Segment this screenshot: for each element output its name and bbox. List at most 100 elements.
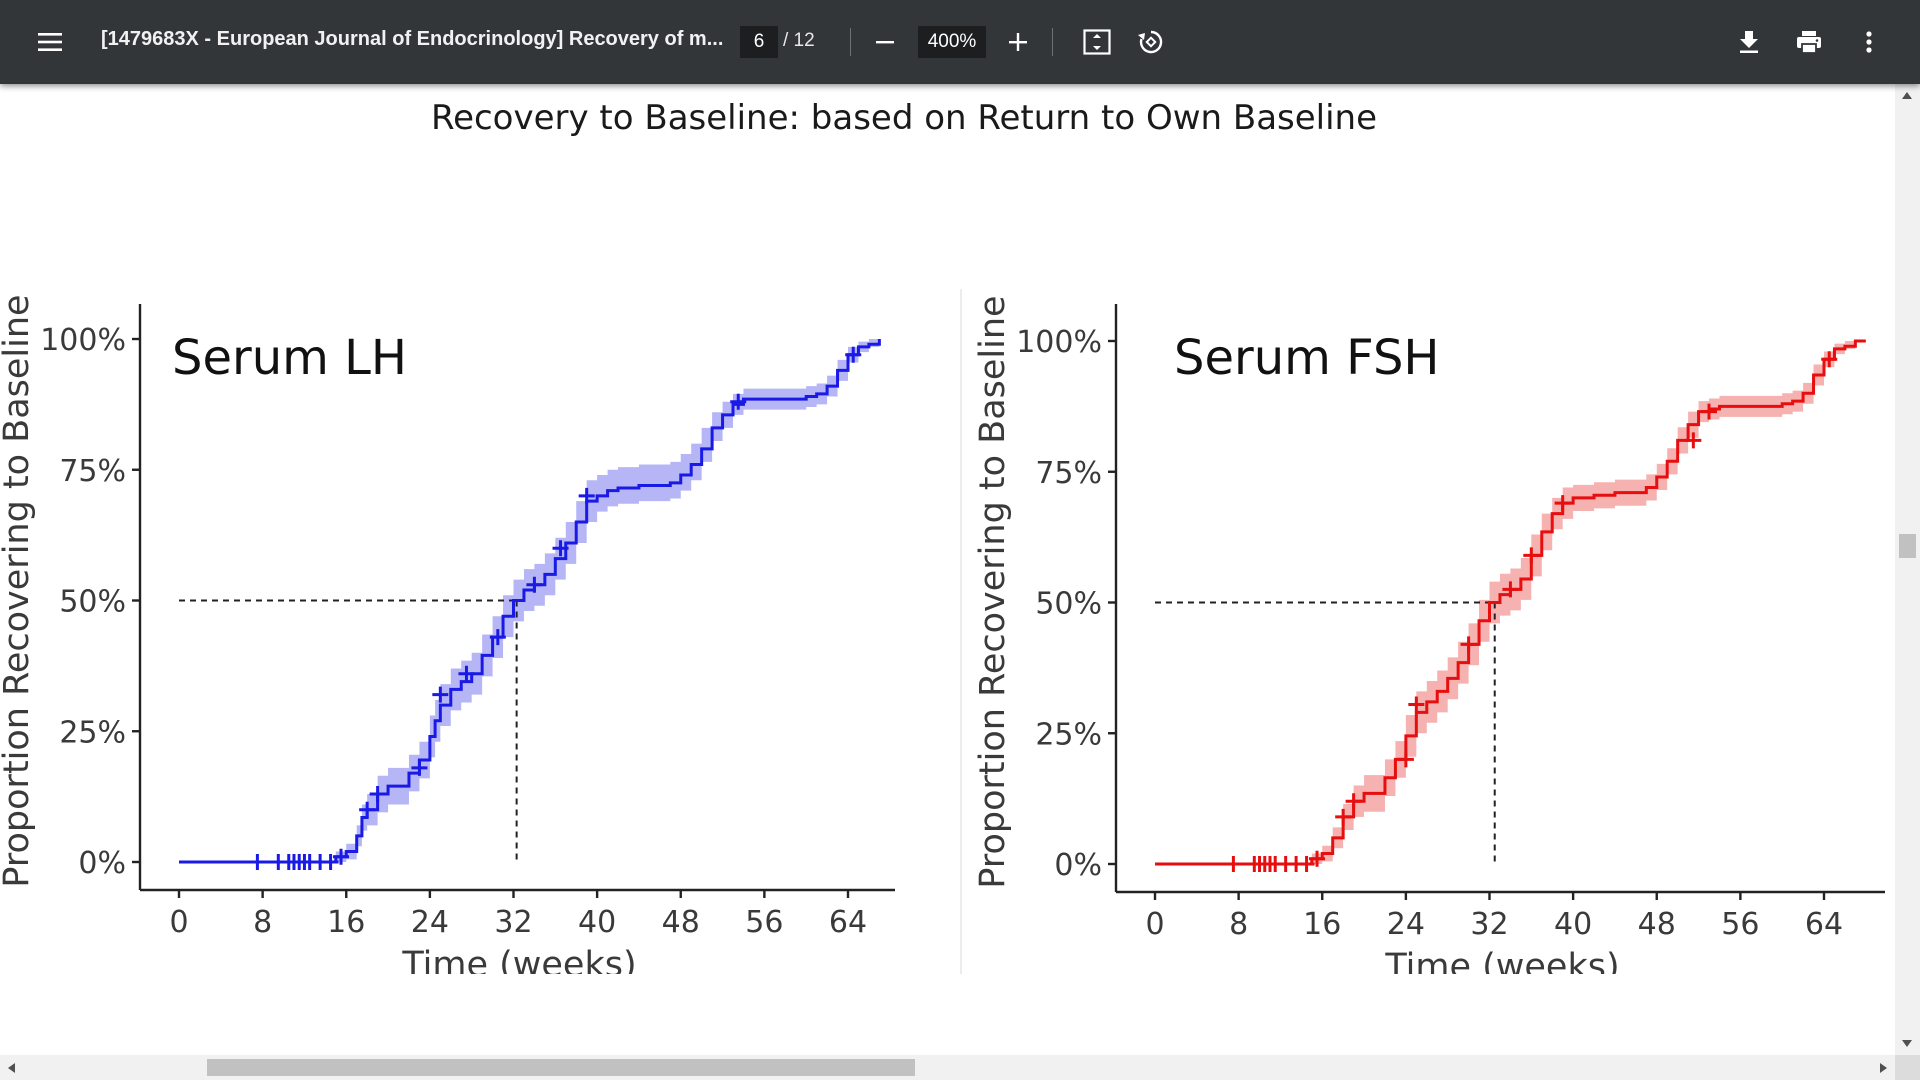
x-tick-label: 16 <box>327 905 365 940</box>
panel-title: Serum LH <box>172 330 407 386</box>
x-tick-label: 0 <box>169 905 188 940</box>
x-axis-label: Time (weeks) <box>401 945 636 974</box>
censor-mark <box>1309 850 1326 867</box>
hamburger-menu-icon[interactable] <box>30 22 70 62</box>
censor-mark <box>578 487 595 504</box>
page-number-input[interactable]: 6 <box>740 26 778 58</box>
y-tick-label: 0% <box>78 846 126 881</box>
censor-mark <box>333 848 350 865</box>
x-tick-label: 64 <box>829 905 867 940</box>
confidence-band <box>179 339 880 862</box>
recovery-curve <box>179 339 881 864</box>
recovery-curve <box>1155 339 1866 866</box>
y-tick-label: 100% <box>40 323 126 358</box>
x-tick-label: 40 <box>578 905 616 940</box>
x-tick-label: 48 <box>1638 907 1676 942</box>
censor-mark <box>369 786 386 803</box>
y-axis-label: Proportion Recovering to Baseline <box>973 295 1013 888</box>
y-tick-label: 0% <box>1054 848 1102 883</box>
printer-icon <box>1797 31 1821 54</box>
censor-mark <box>1502 581 1519 598</box>
download-button[interactable] <box>1729 22 1769 62</box>
fit-to-page-button[interactable] <box>1077 22 1117 62</box>
x-tick-label: 56 <box>745 905 783 940</box>
scroll-down-arrow-icon[interactable] <box>1902 1040 1912 1047</box>
x-tick-label: 0 <box>1145 907 1164 942</box>
zoom-in-button[interactable] <box>998 22 1038 62</box>
chart-panel: 0% 25% 50% 75% 100% 0 8 16 24 32 40 48 56 64 Time (wee… <box>973 295 1885 974</box>
censor-mark <box>1460 636 1477 653</box>
censor-mark <box>1345 793 1362 810</box>
x-tick-label: 56 <box>1721 907 1759 942</box>
censor-mark <box>526 576 543 593</box>
more-options-button[interactable] <box>1849 22 1889 62</box>
censor-mark <box>249 854 266 870</box>
page-total: / 12 <box>783 30 815 51</box>
rotate-counterclockwise-icon <box>1138 30 1163 54</box>
censor-mark <box>359 801 376 818</box>
minus-icon <box>876 41 894 44</box>
x-tick-label: 32 <box>494 905 532 940</box>
y-tick-label: 25% <box>1035 717 1102 752</box>
censor-mark <box>1225 856 1242 872</box>
toolbar-divider <box>1052 28 1053 56</box>
censor-mark <box>1685 432 1702 449</box>
censor-mark <box>411 759 428 776</box>
zoom-level-input[interactable]: 400% <box>918 26 986 58</box>
y-axis-label: Proportion Recovering to Baseline <box>0 294 37 887</box>
fit-to-page-icon <box>1083 29 1111 55</box>
x-tick-label: 8 <box>253 905 272 940</box>
censor-mark <box>458 665 475 682</box>
rotate-button[interactable] <box>1131 22 1171 62</box>
x-tick-label: 40 <box>1554 907 1592 942</box>
vertical-scrollbar[interactable] <box>1895 84 1920 1055</box>
panel-title: Serum FSH <box>1174 330 1440 386</box>
x-axis-label: Time (weeks) <box>1384 947 1619 974</box>
confidence-band <box>1155 341 1866 864</box>
censor-mark <box>1523 547 1540 564</box>
censor-mark <box>322 854 339 870</box>
censor-mark <box>489 629 506 646</box>
x-tick-label: 24 <box>1387 907 1425 942</box>
y-tick-label: 100% <box>1016 325 1102 360</box>
x-tick-label: 64 <box>1805 907 1843 942</box>
censor-mark <box>1701 403 1718 420</box>
survival-curves-figure: 0% 25% 50% 75% 100% 0 8 16 24 32 40 48 56 64 Time (wee… <box>0 289 1885 974</box>
zoom-out-button[interactable] <box>865 22 905 62</box>
censor-mark <box>1408 696 1425 713</box>
scroll-left-arrow-icon[interactable] <box>8 1063 15 1073</box>
more-vertical-icon <box>1866 31 1872 53</box>
y-tick-label: 50% <box>1035 587 1102 622</box>
x-tick-label: 8 <box>1229 907 1248 942</box>
y-tick-label: 25% <box>59 715 126 750</box>
censor-mark <box>1554 495 1571 512</box>
censor-mark <box>1821 351 1838 368</box>
pdf-toolbar: [1479683X - European Journal of Endocrin… <box>0 0 1920 84</box>
download-icon <box>1740 31 1758 53</box>
censor-mark <box>1397 751 1414 768</box>
document-title: [1479683X - European Journal of Endocrin… <box>101 28 724 50</box>
pdf-page-viewport: Recovery to Baseline: based on Return to… <box>0 84 1895 1055</box>
censor-mark <box>1335 808 1352 825</box>
x-tick-label: 32 <box>1470 907 1508 942</box>
scroll-up-arrow-icon[interactable] <box>1902 92 1912 99</box>
horizontal-scrollbar[interactable] <box>0 1055 1895 1080</box>
scrollbar-corner <box>1895 1055 1920 1080</box>
y-tick-label: 50% <box>59 585 126 620</box>
x-tick-label: 16 <box>1303 907 1341 942</box>
horizontal-scroll-thumb[interactable] <box>207 1059 915 1076</box>
censor-mark <box>730 393 747 410</box>
censor-mark <box>432 686 449 703</box>
toolbar-divider <box>850 28 851 56</box>
censor-mark <box>1298 856 1315 872</box>
scroll-right-arrow-icon[interactable] <box>1880 1063 1887 1073</box>
y-tick-label: 75% <box>59 454 126 489</box>
figure-heading: Recovery to Baseline: based on Return to… <box>430 98 1378 138</box>
chart-panel: 0% 25% 50% 75% 100% 0 8 16 24 32 40 48 56 64 Time (wee… <box>0 294 895 974</box>
vertical-scroll-thumb[interactable] <box>1899 534 1916 558</box>
x-tick-label: 24 <box>411 905 449 940</box>
y-tick-label: 75% <box>1035 456 1102 491</box>
plus-icon <box>1009 33 1027 51</box>
print-button[interactable] <box>1789 22 1829 62</box>
x-tick-label: 48 <box>662 905 700 940</box>
